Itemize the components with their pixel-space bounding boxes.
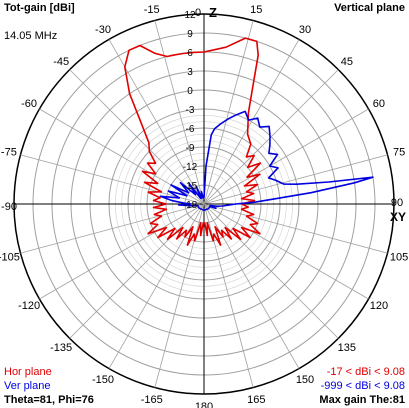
angle-tick-label: -150 <box>92 374 114 386</box>
angle-tick-label: 180 <box>195 401 213 408</box>
angle-tick-label: -120 <box>18 300 40 312</box>
grid-spoke <box>203 203 339 339</box>
grid-spoke <box>69 69 205 205</box>
grid-spoke <box>203 203 254 388</box>
radial-tick-label: -15 <box>183 181 198 192</box>
angle-tick-label: -105 <box>0 251 20 263</box>
radial-tick-label: -9 <box>186 143 195 154</box>
angle-tick-label: -135 <box>50 342 72 354</box>
z-axis-label: Z <box>209 5 217 20</box>
grid-spoke <box>203 108 369 205</box>
radial-tick-label: 3 <box>187 67 193 78</box>
grid-spoke <box>108 39 205 205</box>
angle-tick-label: -30 <box>95 24 111 36</box>
angle-tick-label: 15 <box>250 4 262 16</box>
chart-title: Tot-gain [dBi] <box>4 2 75 14</box>
angle-tick-label: -165 <box>141 394 163 406</box>
radial-tick-label: 0 <box>187 86 193 97</box>
frequency-label: 14.05 MHz <box>4 30 58 42</box>
grid-spoke <box>203 69 339 205</box>
ver-plane-legend: Ver plane <box>4 380 51 392</box>
angle-tick-label: 60 <box>373 98 385 110</box>
angle-tick-label: 105 <box>390 251 408 263</box>
angle-tick-label: -45 <box>53 56 69 68</box>
angle-tick-label: 165 <box>247 394 265 406</box>
angle-tick-label: 45 <box>341 56 353 68</box>
radial-tick-label: 12 <box>184 10 196 21</box>
hor-plane-trace <box>124 37 262 246</box>
angle-tick-label: 120 <box>370 300 388 312</box>
radial-tick-label: -3 <box>186 105 195 116</box>
grid-spoke <box>20 154 205 205</box>
radial-tick-label: -18 <box>183 200 198 211</box>
grid-spoke <box>203 203 388 254</box>
ver-plane-trace <box>159 110 374 212</box>
max-gain-label: Max gain The:81 <box>319 394 405 406</box>
grid-spoke <box>154 203 205 388</box>
xy-axis-label: XY <box>390 210 406 224</box>
grid-spoke <box>203 39 300 205</box>
polar-grid <box>13 13 395 395</box>
polar-traces <box>124 37 374 246</box>
polar-tick-labels: 129630-3-6-9-12-15-181530456075105120135… <box>0 4 408 408</box>
angle-tick-label: -75 <box>1 147 17 159</box>
grid-spoke <box>203 203 369 300</box>
radial-tick-label: 6 <box>187 48 193 59</box>
radial-tick-label: 9 <box>187 29 193 40</box>
angle-tick-label: -90 <box>1 201 17 213</box>
hor-plane-legend: Hor plane <box>4 366 52 378</box>
angle-tick-label: 30 <box>299 24 311 36</box>
angle-tick-label: -60 <box>21 98 37 110</box>
angle-tick-label: 90 <box>391 197 403 209</box>
plane-label: Vertical plane <box>334 2 405 14</box>
ver-range-label: -999 < dBi < 9.08 <box>320 380 405 392</box>
angle-tick-label: 150 <box>296 374 314 386</box>
grid-spoke <box>203 20 254 205</box>
grid-spoke <box>108 203 205 369</box>
grid-spoke <box>20 203 205 254</box>
grid-spoke <box>154 20 205 205</box>
hor-range-label: -17 < dBi < 9.08 <box>326 366 405 378</box>
grid-spoke <box>203 203 300 369</box>
grid-spoke <box>203 154 388 205</box>
grid-spoke <box>69 203 205 339</box>
angle-tick-label: 135 <box>338 342 356 354</box>
angle-tick-label: 75 <box>393 147 405 159</box>
grid-spoke <box>39 203 205 300</box>
angle-tick-label: 0 <box>195 7 201 19</box>
theta-phi-label: Theta=81, Phi=76 <box>4 394 94 406</box>
angle-tick-label: -15 <box>144 4 160 16</box>
radial-tick-label: -6 <box>186 124 195 135</box>
radial-tick-label: -12 <box>183 162 198 173</box>
